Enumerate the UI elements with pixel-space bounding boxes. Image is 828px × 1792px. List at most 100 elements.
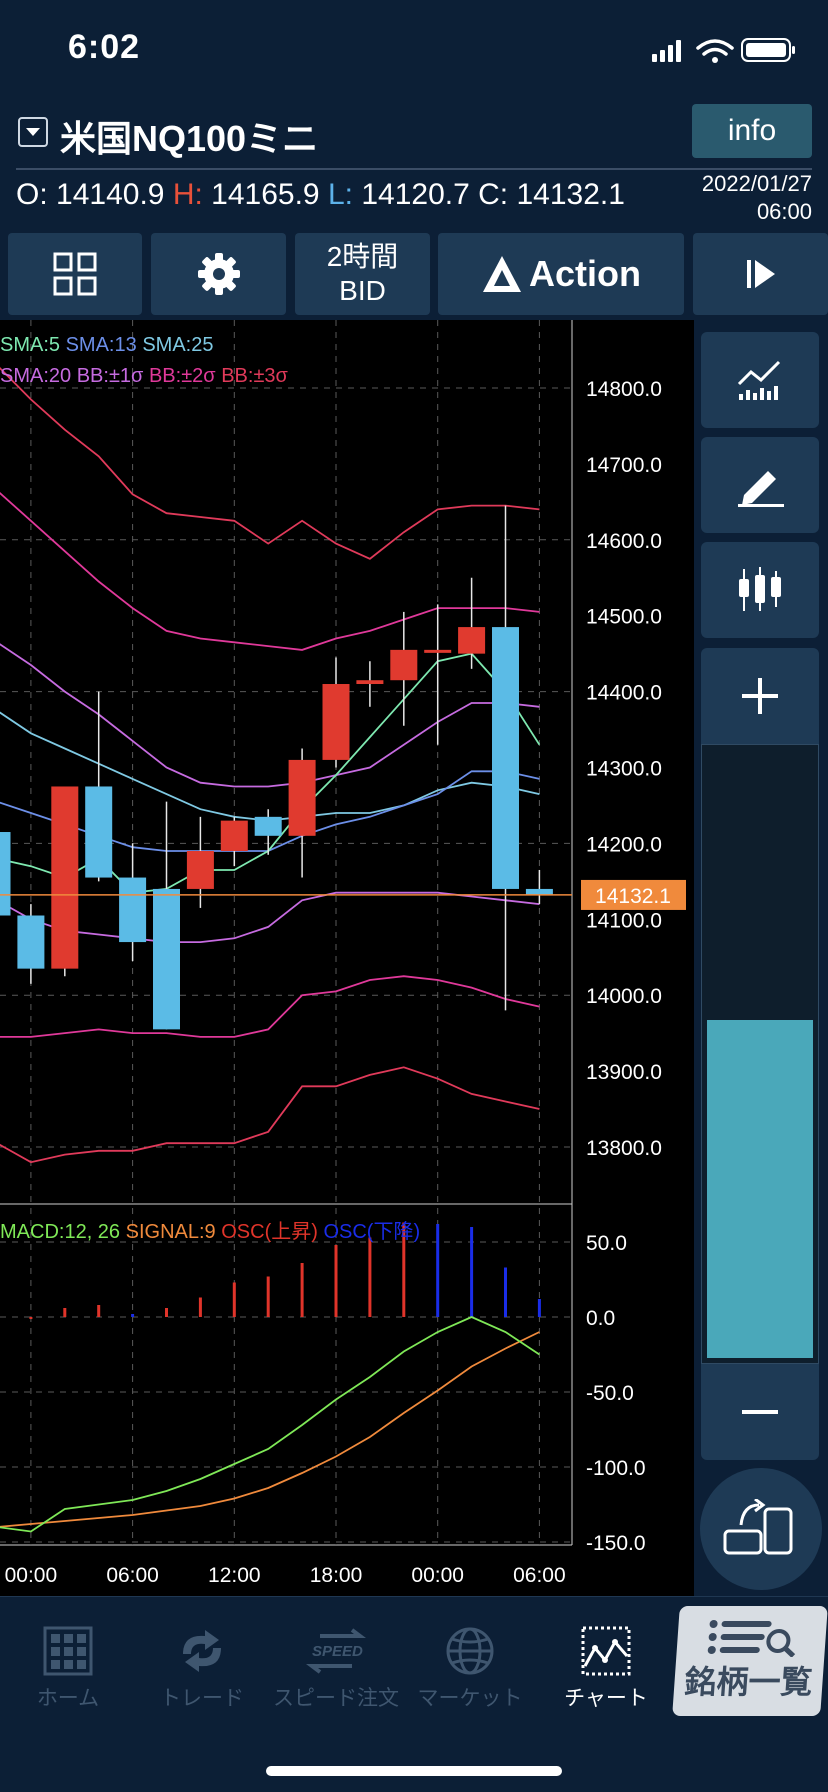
zoom-out-button[interactable]	[701, 1364, 819, 1460]
zoom-in-button[interactable]	[701, 648, 819, 744]
line-bb-p1	[0, 643, 540, 788]
tab-market-label: マーケット	[417, 1687, 523, 1710]
tab-trade[interactable]: トレード	[136, 1596, 268, 1722]
candle	[390, 649, 418, 681]
candle	[119, 877, 147, 943]
macd-tick-label: -150.0	[586, 1532, 646, 1555]
indicator-chart-icon	[737, 360, 781, 400]
candle	[254, 816, 282, 836]
time-tick-label: 06:00	[513, 1564, 566, 1587]
candle	[322, 684, 350, 760]
pencil-icon	[738, 471, 784, 507]
price-tick-label: 13800.0	[586, 1137, 662, 1160]
legend-macd: MACD:12, 26	[0, 1221, 120, 1243]
osc-bar	[504, 1267, 507, 1317]
chart-canvas[interactable]: 14132.1 14800.0 14700.0 14600.0 14500.0 1440…	[0, 320, 694, 1596]
symbol-dropdown-button[interactable]	[18, 117, 48, 147]
macd-tick-label: 0.0	[586, 1307, 615, 1330]
refresh-arrows-icon	[183, 1630, 221, 1672]
tab-speed-order-label: スピード注文	[273, 1687, 399, 1710]
action-label: Action	[529, 253, 641, 294]
price-tick-label: 13900.0	[586, 1061, 662, 1084]
info-button[interactable]: info	[692, 104, 812, 158]
rotate-icon	[723, 1499, 793, 1555]
high-value: 14165.9	[211, 178, 320, 211]
legend-sma5: SMA:5	[0, 334, 60, 356]
list-search-icon	[707, 1620, 796, 1657]
time-tick-label: 18:00	[310, 1564, 363, 1587]
price-type-label: BID	[339, 275, 386, 306]
candles	[0, 505, 553, 1030]
rotate-screen-button[interactable]	[700, 1468, 822, 1590]
tab-home-label: ホーム	[36, 1687, 100, 1710]
battery-icon	[741, 38, 795, 62]
chart-axes: 14800.0 14700.0 14600.0 14500.0 14400.0 14300…	[5, 378, 662, 1587]
time-tick-label: 00:00	[411, 1564, 464, 1587]
line-sma25	[0, 711, 540, 822]
line-bb-m2	[0, 975, 540, 1038]
price-tick-label: 14600.0	[586, 530, 662, 553]
candle	[220, 820, 248, 851]
period-button[interactable]: 2時間 BID	[295, 233, 430, 315]
close-value: 14132.1	[516, 178, 625, 211]
chart-tab-icon	[581, 1626, 631, 1676]
globe-icon	[446, 1627, 494, 1675]
legend-bb3: BB:±3σ	[221, 365, 288, 387]
low-value: 14120.7	[361, 178, 470, 211]
tab-symbol-list-label: 銘柄一覧	[683, 1664, 814, 1700]
status-time: 6:02	[68, 28, 141, 66]
tab-speed-order[interactable]: SPEED スピード注文	[270, 1596, 402, 1722]
symbol-title[interactable]: 米国NQ100ミニ	[60, 118, 319, 159]
chart-type-button[interactable]	[701, 542, 819, 638]
line-bb-p3	[0, 366, 540, 560]
tab-home[interactable]: ホーム	[2, 1596, 134, 1722]
price-tick-label: 14200.0	[586, 833, 662, 856]
line-bb-m1	[0, 891, 540, 943]
signal-icon	[652, 40, 681, 62]
legend-sma25: SMA:25	[142, 334, 213, 356]
action-logo-icon	[483, 256, 521, 292]
line-bb-p2	[0, 491, 540, 651]
osc-bar	[368, 1237, 372, 1317]
layout-button[interactable]	[8, 233, 142, 315]
action-button[interactable]: Action	[438, 233, 684, 315]
legend-bb2: BB:±2σ	[149, 365, 216, 387]
tab-symbol-list[interactable]: 銘柄一覧	[672, 1606, 828, 1716]
time-tick-label: 12:00	[208, 1564, 261, 1587]
macd-tick-label: -50.0	[586, 1382, 634, 1405]
current-price-label-bg	[581, 879, 686, 910]
tab-market[interactable]: マーケット	[404, 1596, 536, 1722]
price-tick-label: 14800.0	[586, 378, 662, 401]
bar-datetime: 2022/01/27 06:00	[702, 170, 812, 226]
plus-icon	[742, 678, 778, 714]
osc-bar	[165, 1308, 168, 1317]
osc-bar	[537, 1299, 541, 1317]
candlestick-icon	[739, 567, 781, 611]
tab-chart-label: チャート	[564, 1687, 648, 1710]
open-label: O:	[16, 178, 48, 211]
draw-button[interactable]	[701, 437, 819, 533]
indicator-button[interactable]	[701, 332, 819, 428]
osc-bar	[470, 1227, 474, 1317]
bar-time: 06:00	[756, 199, 812, 224]
speed-icon: SPEED	[306, 1628, 366, 1674]
speed-icon-text: SPEED	[312, 1643, 363, 1660]
settings-button[interactable]	[151, 233, 286, 315]
osc-bar	[300, 1263, 304, 1317]
time-tick-label: 06:00	[106, 1564, 159, 1587]
divider	[16, 168, 812, 170]
current-price-label: 14132.1	[595, 885, 671, 908]
price-tick-label: 14300.0	[586, 758, 662, 781]
close-label: C:	[478, 178, 509, 211]
chart-area[interactable]	[0, 320, 694, 1596]
macd-line	[0, 1316, 540, 1533]
tab-chart[interactable]: チャート	[540, 1596, 672, 1722]
legend-sma13: SMA:13	[66, 334, 137, 356]
home-grid-icon	[43, 1626, 93, 1676]
replay-button[interactable]	[693, 233, 828, 315]
macd-tick-label: 50.0	[586, 1232, 627, 1255]
osc-bar	[198, 1297, 202, 1317]
zoom-slider-fill[interactable]	[707, 1020, 813, 1358]
price-tick-label: 14000.0	[586, 985, 662, 1008]
period-label: 2時間	[326, 241, 399, 272]
